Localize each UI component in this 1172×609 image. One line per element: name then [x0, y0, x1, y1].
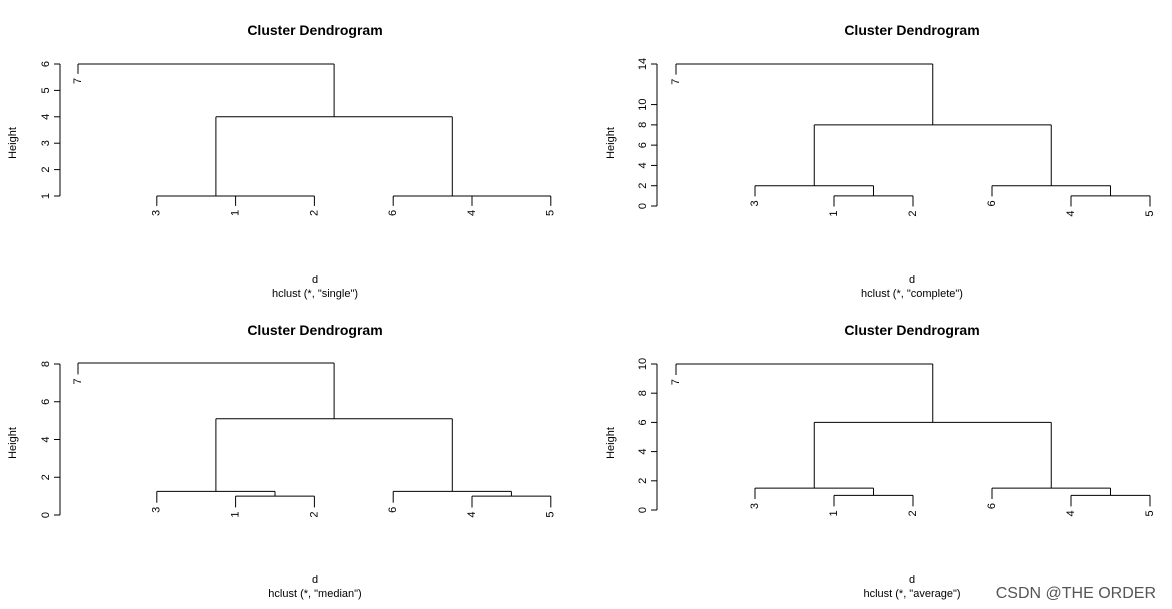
chart-title: Cluster Dendrogram: [247, 322, 382, 338]
leaf-label: 7: [670, 379, 682, 385]
y-tick-label: 4: [637, 449, 649, 455]
leaf-label: 3: [749, 200, 761, 206]
y-tick-label: 2: [40, 474, 52, 480]
dendrogram-panel-4: Cluster Dendrogram 0 2 4 6 8 10 Height d hclust (…: [605, 322, 1156, 600]
leaf-label: 3: [749, 503, 761, 509]
leaf-label: 2: [907, 510, 919, 516]
y-tick-label: 0: [637, 203, 649, 209]
y-tick-label: 8: [637, 122, 649, 128]
chart-title: Cluster Dendrogram: [844, 322, 979, 338]
method-sublabel: hclust (*, "average"): [863, 588, 960, 600]
leaf-label: 1: [828, 510, 840, 516]
leaf-label: 7: [72, 378, 84, 384]
leaf-label: 3: [151, 210, 163, 216]
leaf-label: 3: [151, 507, 163, 513]
leaf-label: 6: [986, 503, 998, 509]
leaf-label: 1: [828, 211, 840, 217]
method-sublabel: hclust (*, "complete"): [861, 288, 963, 300]
y-tick-label: 2: [637, 478, 649, 484]
y-axis-label: Height: [605, 427, 617, 459]
leaf-label: 5: [1144, 510, 1156, 516]
y-axis-label: Height: [605, 127, 617, 159]
leaf-label: 4: [1065, 510, 1077, 516]
leaf-label: 1: [230, 511, 242, 517]
y-tick-label: 8: [40, 361, 52, 367]
y-tick-label: 3: [40, 140, 52, 146]
leaf-label: 4: [466, 511, 478, 517]
y-tick-label: 0: [637, 507, 649, 513]
leaf-label: 7: [72, 78, 84, 84]
y-axis-label: Height: [7, 427, 19, 459]
y-tick-label: 6: [637, 142, 649, 148]
y-tick-label: 4: [637, 162, 649, 168]
y-tick-label: 4: [40, 436, 52, 442]
y-tick-label: 1: [40, 193, 52, 199]
watermark-text: CSDN @THE ORDER: [995, 585, 1156, 602]
leaf-label: 2: [308, 210, 320, 216]
y-tick-label: 5: [40, 87, 52, 93]
y-tick-label: 2: [40, 167, 52, 173]
y-tick-label: 8: [637, 390, 649, 396]
y-axis-label: Height: [7, 127, 19, 159]
x-axis-label: d: [909, 274, 915, 286]
leaf-label: 6: [387, 507, 399, 513]
y-tick-label: 14: [637, 58, 649, 70]
leaf-label: 4: [1065, 211, 1077, 217]
x-axis-label: d: [312, 274, 318, 286]
chart-title: Cluster Dendrogram: [844, 22, 979, 38]
y-tick-label: 6: [40, 399, 52, 405]
dendrogram-panel-1: Cluster Dendrogram 1 2 3 4 5 6 Height d hclust (*…: [7, 22, 557, 300]
x-axis-label: d: [312, 574, 318, 586]
y-tick-label: 4: [40, 114, 52, 120]
leaf-label: 2: [308, 511, 320, 517]
x-axis-label: d: [909, 574, 915, 586]
leaf-label: 6: [986, 200, 998, 206]
method-sublabel: hclust (*, "single"): [272, 288, 358, 300]
y-tick-label: 6: [637, 419, 649, 425]
chart-title: Cluster Dendrogram: [247, 22, 382, 38]
leaf-label: 6: [387, 210, 399, 216]
leaf-label: 7: [670, 79, 682, 85]
y-tick-label: 6: [40, 61, 52, 67]
leaf-label: 5: [545, 210, 557, 216]
leaf-label: 1: [230, 210, 242, 216]
leaf-label: 2: [907, 211, 919, 217]
leaf-label: 4: [466, 210, 478, 216]
leaf-label: 5: [545, 511, 557, 517]
leaf-label: 5: [1144, 211, 1156, 217]
y-tick-label: 0: [40, 512, 52, 518]
y-tick-label: 10: [637, 358, 649, 370]
y-tick-label: 10: [637, 98, 649, 110]
dendrogram-panel-3: Cluster Dendrogram 0 2 4 6 8 Height d hclust (*,…: [7, 322, 557, 600]
dendrogram-panel-2: Cluster Dendrogram024681014Heightdhclust…: [605, 22, 1156, 300]
method-sublabel: hclust (*, "median"): [268, 588, 361, 600]
y-tick-label: 2: [637, 183, 649, 189]
